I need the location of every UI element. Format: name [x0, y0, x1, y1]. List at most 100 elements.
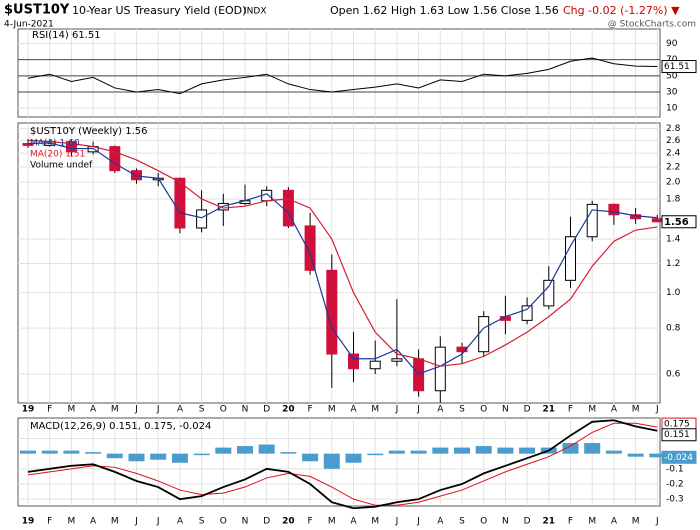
histogram-bar [605, 450, 622, 454]
y-tick-label: -0.1 [666, 464, 684, 474]
x-tick-label: M [632, 405, 640, 415]
moving-average [27, 142, 658, 375]
candle-body [413, 358, 425, 392]
x-tick-label: J [655, 517, 659, 527]
date: 4-Jun-2021 [4, 20, 54, 30]
histogram-bar [302, 453, 319, 462]
x-tick-label: 20 [282, 405, 295, 415]
x-tick-label: J [156, 405, 160, 415]
value-label: -0.024 [664, 453, 693, 463]
histogram-bar [237, 446, 253, 454]
y-tick-label: 2.6 [666, 136, 681, 146]
histogram-bar [410, 450, 427, 454]
x-tick-label: 20 [282, 517, 295, 527]
candle-body [261, 189, 273, 202]
x-tick-label: O [480, 517, 487, 527]
candle-body [131, 170, 142, 181]
candle-body [478, 316, 490, 353]
exchange: INDX [244, 7, 266, 17]
symbol: $UST10Y [4, 3, 70, 18]
x-tick-label: N [242, 517, 249, 527]
candle-body [434, 346, 446, 392]
histogram-bar [41, 450, 58, 454]
x-tick-label: A [177, 405, 184, 415]
ohlc: Open 1.62 High 1.63 Low 1.56 Close 1.56 [330, 4, 559, 17]
value-box [661, 215, 697, 229]
x-tick-label: M [328, 517, 336, 527]
x-tick-label: F [47, 517, 52, 527]
candle-body [369, 360, 381, 370]
y-tick-label: 1.4 [666, 234, 681, 244]
x-tick-label: J [156, 517, 160, 527]
x-tick-label: D [263, 405, 270, 415]
histogram-bar [280, 452, 297, 454]
x-tick-label: F [308, 405, 313, 415]
legend-ma: MA(20) 1.51 [30, 150, 85, 160]
panel-frame [17, 417, 661, 507]
y-tick-label: 1.2 [666, 259, 680, 269]
candle-body [565, 236, 576, 281]
x-tick-label: A [437, 517, 444, 527]
histogram-bar [388, 450, 405, 454]
y-tick-label: 1.8 [666, 194, 681, 204]
x-tick-label: J [395, 405, 399, 415]
candle-body [326, 269, 338, 355]
x-tick-label: J [416, 517, 420, 527]
legend-price: $UST10Y (Weekly) 1.56 [30, 126, 148, 137]
x-tick-label: F [47, 405, 52, 415]
value-label: 1.56 [664, 217, 689, 228]
histogram-bar [171, 453, 188, 463]
histogram-bar [497, 447, 514, 454]
histogram-bar [323, 453, 340, 469]
x-tick-label: M [68, 405, 76, 415]
x-tick-label: 21 [543, 405, 556, 415]
histogram-bar [584, 443, 601, 454]
x-tick-label: A [611, 517, 618, 527]
x-tick-label: N [242, 405, 249, 415]
y-tick-label: 90 [666, 39, 678, 49]
x-tick-label: A [177, 517, 184, 527]
x-tick-label: N [502, 517, 509, 527]
candle-body [586, 203, 598, 238]
y-tick-label: -0.3 [666, 495, 684, 505]
x-tick-label: M [111, 405, 119, 415]
x-tick-label: M [111, 517, 119, 527]
histogram-bar [85, 452, 102, 454]
y-tick-label: 30 [666, 87, 678, 97]
x-tick-label: A [90, 405, 97, 415]
value-box [661, 428, 697, 442]
x-tick-label: J [134, 517, 138, 527]
histogram-bar [106, 453, 123, 459]
legend-rsi: RSI(14) 61.51 [32, 30, 101, 41]
x-tick-label: A [350, 517, 357, 527]
x-tick-label: M [371, 517, 379, 527]
candle-body [348, 353, 359, 370]
value-label: 0.175 [664, 420, 690, 430]
histogram-bar [432, 447, 449, 454]
macd-title: MACD(12,26,9) 0.151, 0.175, -0.024 [30, 421, 211, 432]
x-tick-label: D [263, 517, 270, 527]
histogram-bar [150, 453, 167, 460]
security-name: 10-Year US Treasury Yield (EOD) [72, 4, 246, 17]
x-tick-label: D [524, 405, 531, 415]
x-tick-label: S [199, 405, 205, 415]
histogram-bar [649, 453, 666, 458]
y-tick-label: 2.2 [666, 163, 680, 173]
macd-line [27, 419, 658, 510]
y-tick-label: 2.4 [666, 149, 681, 159]
candle-body [391, 358, 403, 362]
y-tick-label: 10 [666, 104, 678, 114]
x-tick-label: F [568, 405, 573, 415]
x-tick-label: N [502, 405, 509, 415]
y-tick-label: 50 [666, 71, 678, 81]
value-label: 0.151 [664, 430, 690, 440]
candle-body [456, 346, 468, 353]
x-tick-label: J [395, 517, 399, 527]
candle-body [174, 177, 186, 229]
histogram-bar [454, 447, 470, 454]
y-tick-label: 0.8 [666, 324, 681, 334]
histogram-bar [258, 444, 275, 454]
x-tick-label: O [480, 405, 487, 415]
x-tick-label: F [568, 517, 573, 527]
